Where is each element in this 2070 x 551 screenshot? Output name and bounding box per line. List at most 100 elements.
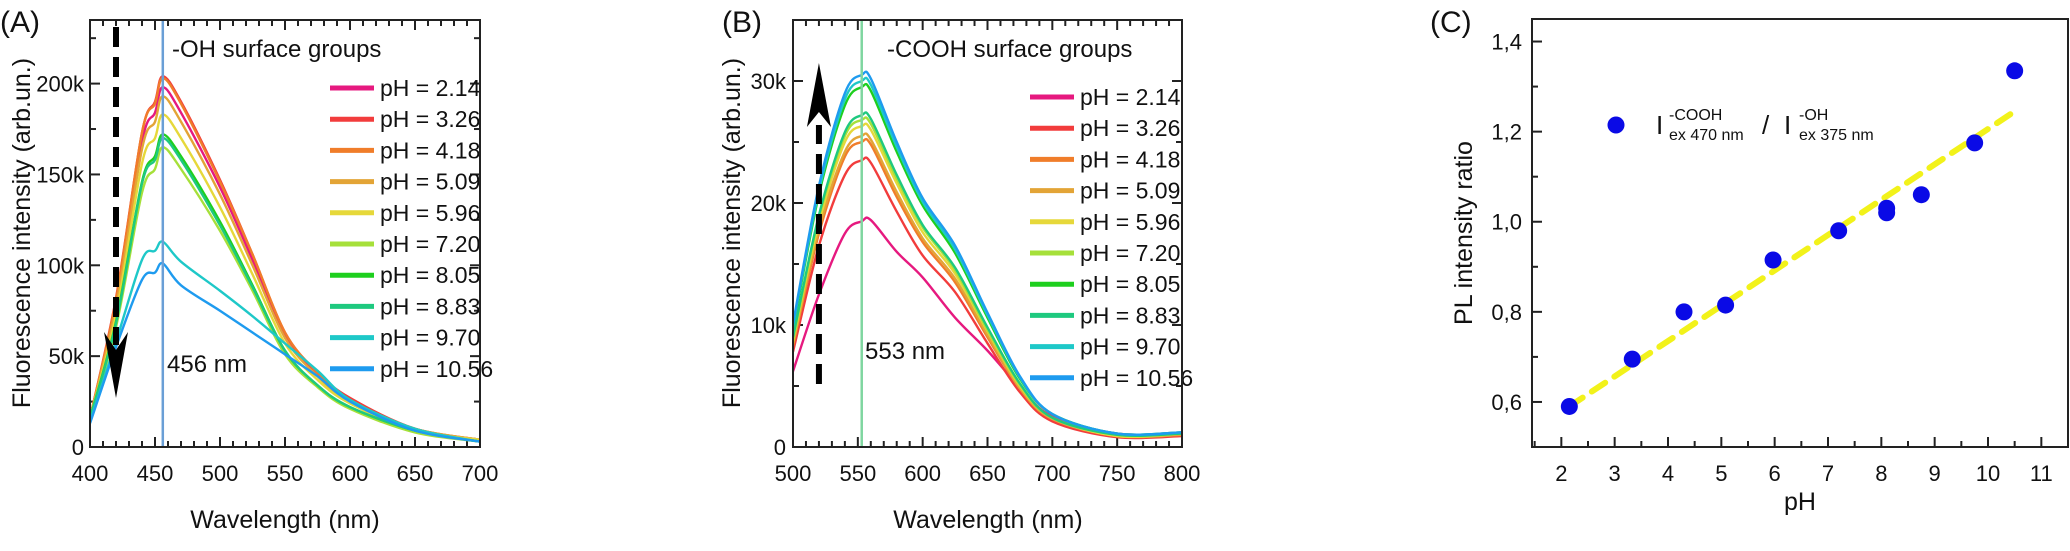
- panel-c-frame: [1531, 18, 2069, 448]
- series-line: [90, 136, 480, 443]
- legend-label: pH = 2.14: [380, 75, 481, 101]
- y-tick-label: 0,8: [1491, 300, 1522, 325]
- x-tick-label: 500: [202, 461, 239, 486]
- legend-sub-ex470: ex 470 nm: [1669, 127, 1744, 144]
- legend-marker: [1607, 116, 1625, 134]
- panel-a: (A) Fluorescence intensity (arb.un.) Wav…: [0, 6, 381, 534]
- panel-a-peak-label: 456 nm: [167, 351, 247, 378]
- legend-label: pH = 5.09: [380, 169, 480, 195]
- x-tick-label: 550: [267, 461, 304, 486]
- y-tick-label: 0: [774, 435, 786, 460]
- data-point: [1830, 222, 1848, 240]
- legend-label: pH = 4.18: [380, 137, 480, 163]
- series-line: [90, 145, 480, 443]
- panel-a-label: (A): [0, 6, 40, 39]
- legend-label: pH = 5.96: [380, 200, 480, 226]
- data-point: [1675, 303, 1693, 321]
- x-tick-label: 800: [1164, 461, 1201, 486]
- series-line: [90, 76, 480, 441]
- y-tick-label: 1,0: [1491, 210, 1522, 235]
- legend-label: pH = 8.05: [380, 262, 480, 288]
- legend-label: pH = 8.05: [1080, 271, 1180, 297]
- x-tick-label: 8: [1875, 461, 1887, 486]
- y-tick-label: 150k: [36, 162, 85, 187]
- legend-label: pH = 9.70: [1080, 334, 1180, 360]
- legend-label: pH = 10.56: [1080, 365, 1193, 391]
- y-tick-label: 100k: [36, 253, 85, 278]
- y-tick-label: 0: [72, 435, 84, 460]
- x-tick-label: 6: [1769, 461, 1781, 486]
- x-tick-label: 600: [332, 461, 369, 486]
- trend-arrow-head: [104, 332, 128, 398]
- panel-a-annotation: -OH surface groups: [172, 36, 381, 63]
- x-tick-label: 700: [462, 461, 499, 486]
- x-tick-label: 400: [72, 461, 109, 486]
- panel-b-plot: 500 550 600 650 700 750 800 0 10k 20k 30k pH = 2.14…: [751, 19, 1201, 486]
- panel-b-frame: [792, 19, 1183, 448]
- x-tick-label: 500: [775, 461, 812, 486]
- panel-c-xlabel: pH: [1784, 488, 1816, 516]
- data-point: [1912, 186, 1930, 204]
- data-point: [1966, 134, 1984, 152]
- x-tick-label: 7: [1822, 461, 1834, 486]
- panel-b-label: (B): [722, 6, 762, 39]
- panel-a-plot: 400 450 500 550 600 650 700 0 50k 100k 150k 200k pH …: [36, 19, 499, 486]
- panel-a-xlabel: Wavelength (nm): [190, 506, 379, 534]
- series-line: [90, 240, 480, 443]
- panel-c-plot: 2 3 4 5 6 7 8 9 10 11 0,6 0,8 1,0 1,2 1,4: [1491, 18, 2069, 486]
- series-line: [793, 111, 1182, 437]
- panel-b-series: [793, 70, 1182, 440]
- legend-sup-cooh: -COOH: [1669, 107, 1722, 124]
- legend-sup-oh: -OH: [1799, 107, 1828, 124]
- legend-label: pH = 3.26: [1080, 115, 1180, 141]
- x-tick-label: 4: [1662, 461, 1674, 486]
- panel-a-ylabel: Fluorescence intensity (arb.un.): [8, 58, 36, 408]
- legend-label: pH = 3.26: [380, 106, 480, 132]
- y-tick-label: 200k: [36, 72, 85, 97]
- x-tick-label: 650: [969, 461, 1006, 486]
- y-tick-label: 0,6: [1491, 390, 1522, 415]
- fit-line: [1566, 108, 2018, 410]
- legend-label: pH = 9.70: [380, 325, 480, 351]
- x-tick-label: 650: [397, 461, 434, 486]
- panel-c-legend: I -COOH ex 470 nm / I -OH ex 375 nm: [1607, 107, 1874, 144]
- x-tick-label: 9: [1929, 461, 1941, 486]
- panel-c-ylabel: PL intensity ratio: [1450, 141, 1478, 325]
- y-tick-label: 10k: [751, 313, 787, 338]
- legend-label: pH = 2.14: [1080, 84, 1181, 110]
- legend-symbol-i2: I: [1784, 110, 1791, 140]
- y-tick-label: 30k: [751, 69, 787, 94]
- legend-label: pH = 7.20: [380, 231, 480, 257]
- panel-b-xlabel: Wavelength (nm): [893, 506, 1082, 534]
- panel-b-annotation: -COOH surface groups: [887, 36, 1132, 63]
- x-tick-label: 3: [1609, 461, 1621, 486]
- y-tick-label: 50k: [49, 344, 85, 369]
- panel-b: (B) Fluorescence intensity (arb.un.) Wav…: [718, 6, 1132, 534]
- data-point: [1560, 397, 1578, 415]
- panel-c-label: (C): [1430, 6, 1472, 39]
- trend-arrow-head: [806, 63, 831, 127]
- panel-c: (C) PL intensity ratio pH I -COOH ex 470…: [1430, 6, 1874, 516]
- data-point: [1764, 251, 1782, 269]
- x-tick-label: 600: [904, 461, 941, 486]
- series-line: [90, 113, 480, 441]
- x-tick-label: 2: [1555, 461, 1567, 486]
- legend-label: pH = 7.20: [1080, 240, 1180, 266]
- x-tick-label: 450: [137, 461, 174, 486]
- panel-a-frame: [89, 19, 481, 448]
- data-point: [2006, 62, 2024, 80]
- legend-slash: /: [1762, 110, 1770, 140]
- data-point: [1717, 296, 1735, 314]
- legend-symbol-i1: I: [1656, 110, 1663, 140]
- x-tick-label: 550: [839, 461, 876, 486]
- x-tick-label: 750: [1099, 461, 1136, 486]
- x-tick-label: 11: [2030, 461, 2053, 486]
- legend-label: pH = 5.09: [1080, 178, 1180, 204]
- data-point: [1623, 350, 1641, 368]
- panel-a-series: [90, 75, 480, 443]
- series-line: [793, 156, 1182, 440]
- data-point: [1878, 199, 1896, 217]
- panel-b-ylabel: Fluorescence intensity (arb.un.): [718, 58, 746, 408]
- x-tick-label: 5: [1715, 461, 1727, 486]
